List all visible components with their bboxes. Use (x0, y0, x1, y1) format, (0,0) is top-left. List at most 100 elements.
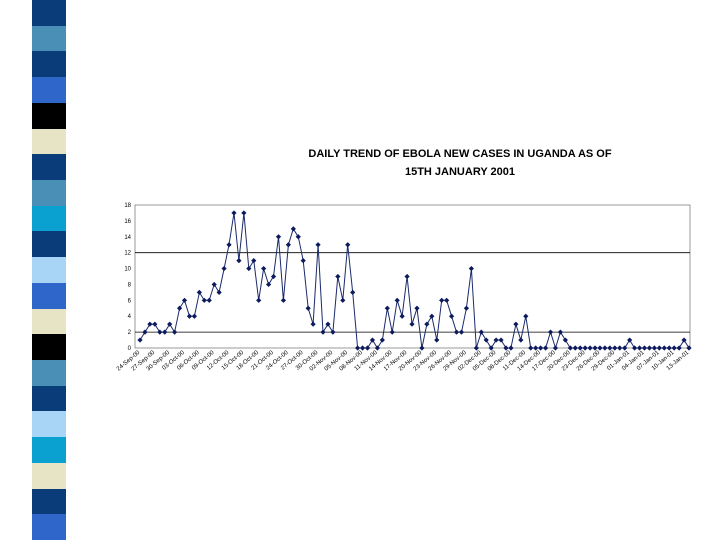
data-point (641, 345, 648, 351)
data-point (453, 329, 460, 335)
data-point (597, 345, 603, 351)
data-point (666, 345, 672, 351)
data-point (552, 345, 559, 351)
data-point (201, 297, 207, 303)
data-point (488, 345, 494, 351)
stripe-block (32, 102, 66, 130)
data-point (463, 305, 470, 311)
data-point (587, 345, 593, 351)
x-axis-ticks: 24-Sep-0027-Sep-0030-Sep-0003-Oct-0006-O… (116, 350, 691, 373)
data-point (439, 297, 445, 303)
data-point (444, 297, 450, 303)
data-point (483, 337, 489, 343)
stripe-block (32, 437, 66, 464)
data-point (172, 329, 178, 335)
stripe-block (32, 0, 66, 27)
data-point (315, 242, 321, 248)
y-tick-label: 12 (124, 251, 131, 257)
data-point (631, 345, 638, 351)
y-tick-label: 16 (124, 219, 131, 225)
data-point (473, 345, 479, 351)
data-point (503, 345, 509, 351)
data-point (369, 337, 376, 343)
data-point (280, 297, 287, 303)
data-point (656, 345, 662, 351)
data-point (547, 329, 554, 335)
data-point (582, 345, 588, 351)
data-point (231, 210, 237, 216)
y-tick-label: 10 (124, 267, 131, 273)
stripe-block (32, 411, 66, 438)
y-tick-label: 6 (128, 298, 132, 304)
data-point (241, 210, 247, 216)
data-point (167, 321, 173, 327)
data-point (661, 345, 667, 351)
data-point (261, 265, 267, 272)
data-point (251, 258, 257, 264)
data-point (607, 345, 613, 351)
data-point (384, 305, 390, 311)
series-line (139, 212, 690, 350)
data-point (389, 329, 395, 335)
data-point (320, 329, 326, 335)
data-point (577, 345, 583, 351)
data-point (627, 337, 633, 343)
data-point (562, 337, 568, 343)
data-point (211, 281, 217, 288)
data-point (350, 289, 356, 295)
data-point (335, 273, 341, 280)
data-point (572, 345, 578, 351)
data-point (448, 313, 455, 319)
data-point (681, 337, 687, 343)
stripe-block (32, 154, 66, 181)
data-point (429, 313, 435, 319)
stripe-block (32, 514, 66, 540)
data-point (636, 345, 643, 351)
data-point (256, 297, 262, 303)
y-tick-label: 0 (128, 346, 132, 352)
data-point (533, 345, 539, 351)
y-tick-label: 18 (124, 203, 131, 209)
data-point (310, 321, 316, 327)
data-point (592, 345, 598, 351)
data-point (404, 273, 410, 280)
data-point (206, 297, 212, 303)
data-point (523, 313, 529, 319)
data-point (137, 337, 143, 343)
data-point (434, 337, 440, 343)
data-point (617, 345, 623, 351)
data-point (265, 281, 272, 288)
data-point (270, 273, 277, 280)
y-tick-label: 14 (124, 235, 131, 241)
data-point (646, 345, 653, 351)
data-point (557, 329, 564, 335)
data-point (612, 345, 618, 351)
data-point (162, 329, 168, 335)
data-point (478, 329, 484, 335)
data-point (671, 345, 677, 351)
data-point (142, 329, 148, 335)
stripe-block (32, 231, 66, 258)
data-point (622, 345, 628, 351)
stripe-block (32, 77, 66, 104)
data-point (424, 321, 430, 327)
data-point (325, 321, 331, 327)
y-tick-label: 4 (128, 314, 132, 320)
stripe-block (32, 25, 66, 52)
data-point (409, 321, 415, 327)
y-axis-ticks: 0 2 4 6 8 10 12 14 16 18 (124, 203, 131, 352)
data-point (152, 321, 158, 327)
data-point (295, 234, 301, 240)
data-point (359, 345, 366, 351)
data-point (364, 345, 371, 351)
data-point (275, 234, 282, 240)
data-point (414, 305, 420, 311)
data-point (379, 337, 385, 343)
data-point (246, 265, 252, 272)
data-point (399, 313, 405, 319)
data-point (567, 345, 573, 351)
decorative-stripe (0, 0, 72, 540)
data-point (355, 345, 361, 351)
data-point (602, 345, 608, 351)
data-point (651, 345, 657, 351)
